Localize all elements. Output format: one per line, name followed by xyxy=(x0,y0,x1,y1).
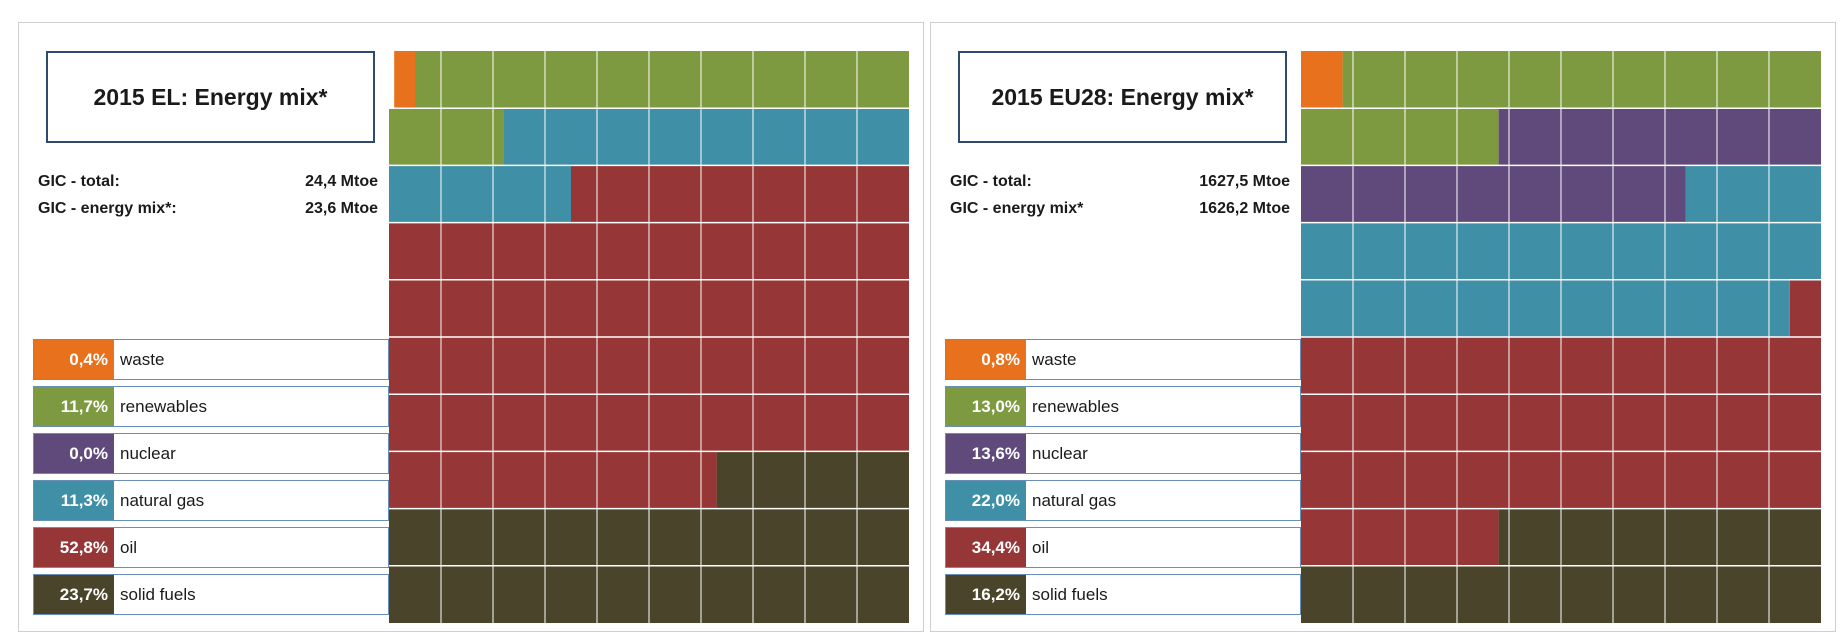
waffle-segment-oil xyxy=(1301,508,1499,566)
waffle-segment-waste xyxy=(394,51,415,109)
legend-item-renewables: 13,0% renewables xyxy=(945,386,1301,427)
energy-mix-panel-el: 2015 EL: Energy mix* GIC - total: 24,4 M… xyxy=(18,22,924,632)
legend-label-waste: waste xyxy=(120,349,165,369)
energy-mix-panel-eu28: 2015 EU28: Energy mix* GIC - total: 1627… xyxy=(930,22,1836,632)
legend-label-solid-fuels: solid fuels xyxy=(1032,584,1108,604)
waffle-segment-nuclear xyxy=(1301,165,1686,223)
chart-title: 2015 EL: Energy mix* xyxy=(46,51,375,143)
legend-item-natural-gas: 22,0% natural gas xyxy=(945,480,1301,521)
waffle-segment-natural-gas xyxy=(1301,279,1790,337)
legend-pct-solid-fuels: 23,7% xyxy=(34,575,114,614)
legend-pct-solid-fuels: 16,2% xyxy=(946,575,1026,614)
legend-item-nuclear: 0,0% nuclear xyxy=(33,433,389,474)
waffle-segment-natural-gas xyxy=(389,165,571,223)
legend-item-natural-gas: 11,3% natural gas xyxy=(33,480,389,521)
gic-mix-label: GIC - energy mix* xyxy=(950,200,1084,217)
legend-pct-natural-gas: 11,3% xyxy=(34,481,114,520)
legend-item-solid-fuels: 23,7% solid fuels xyxy=(33,574,389,615)
gic-mix-value: 23,6 Mtoe xyxy=(305,200,378,217)
legend-label-nuclear: nuclear xyxy=(120,443,176,463)
legend-label-oil: oil xyxy=(120,537,138,557)
legend-label-natural-gas: natural gas xyxy=(1032,490,1117,510)
legend-item-oil: 34,4% oil xyxy=(945,527,1301,568)
chart-title-text: 2015 EL: Energy mix* xyxy=(93,83,328,110)
legend-pct-oil: 52,8% xyxy=(34,528,114,567)
waffle-segment-renewables xyxy=(389,108,504,166)
gic-total-label: GIC - total: xyxy=(38,173,120,190)
gic-mix-value: 1626,2 Mtoe xyxy=(1199,200,1290,217)
waffle-segment-renewables xyxy=(415,51,909,109)
waffle-grid xyxy=(389,51,909,623)
legend: 0,4% waste 11,7% renewables 0,0% nuclear… xyxy=(33,339,389,621)
legend-item-renewables: 11,7% renewables xyxy=(33,386,389,427)
legend-pct-renewables: 13,0% xyxy=(946,387,1026,426)
waffle-segment-natural-gas xyxy=(1685,165,1821,223)
gic-mix-label: GIC - energy mix*: xyxy=(38,200,177,217)
legend-pct-nuclear: 13,6% xyxy=(946,434,1026,473)
legend: 0,8% waste 13,0% renewables 13,6% nuclea… xyxy=(945,339,1301,621)
legend-item-waste: 0,4% waste xyxy=(33,339,389,380)
legend-label-renewables: renewables xyxy=(120,396,207,416)
waffle-segment-solid-fuels xyxy=(716,451,909,509)
waffle-segment-oil xyxy=(571,165,909,223)
waffle-segment-oil xyxy=(389,451,717,509)
legend-label-oil: oil xyxy=(1032,537,1050,557)
waffle-segment-renewables xyxy=(1301,108,1499,166)
legend-pct-oil: 34,4% xyxy=(946,528,1026,567)
legend-label-waste: waste xyxy=(1032,349,1077,369)
legend-pct-waste: 0,4% xyxy=(34,340,114,379)
legend-item-nuclear: 13,6% nuclear xyxy=(945,433,1301,474)
legend-label-renewables: renewables xyxy=(1032,396,1119,416)
waffle-grid xyxy=(1301,51,1821,623)
legend-pct-waste: 0,8% xyxy=(946,340,1026,379)
gic-total-label: GIC - total: xyxy=(950,173,1032,190)
waffle-segment-nuclear xyxy=(1498,108,1821,166)
gic-total-value: 1627,5 Mtoe xyxy=(1199,173,1290,190)
legend-label-nuclear: nuclear xyxy=(1032,443,1088,463)
legend-pct-natural-gas: 22,0% xyxy=(946,481,1026,520)
waffle-segment-solid-fuels xyxy=(1498,508,1821,566)
legend-item-waste: 0,8% waste xyxy=(945,339,1301,380)
legend-item-solid-fuels: 16,2% solid fuels xyxy=(945,574,1301,615)
legend-label-natural-gas: natural gas xyxy=(120,490,205,510)
waffle-segment-oil xyxy=(1789,279,1821,337)
waffle-segment-natural-gas xyxy=(503,108,909,166)
legend-label-solid-fuels: solid fuels xyxy=(120,584,196,604)
waffle-segment-waste xyxy=(1301,51,1343,109)
chart-title-text: 2015 EU28: Energy mix* xyxy=(991,83,1254,110)
legend-pct-renewables: 11,7% xyxy=(34,387,114,426)
legend-item-oil: 52,8% oil xyxy=(33,527,389,568)
gic-total-value: 24,4 Mtoe xyxy=(305,173,378,190)
waffle-segment-renewables xyxy=(1342,51,1821,109)
chart-title: 2015 EU28: Energy mix* xyxy=(958,51,1287,143)
legend-pct-nuclear: 0,0% xyxy=(34,434,114,473)
